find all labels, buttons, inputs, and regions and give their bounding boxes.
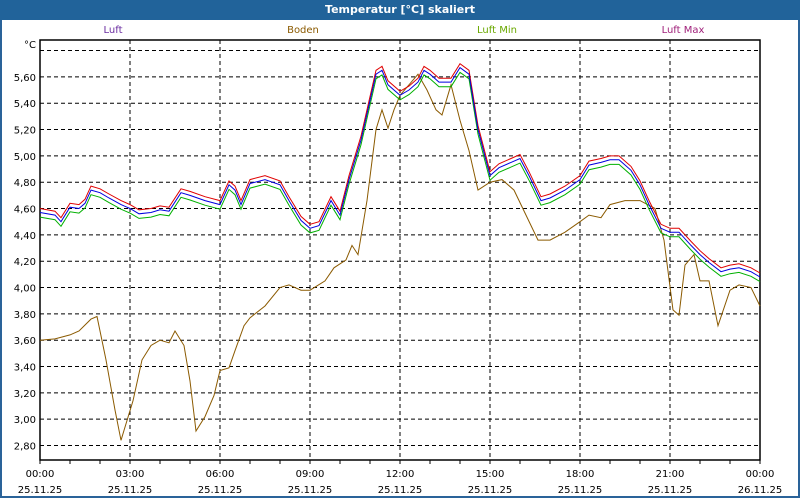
x-tick-date: 25.11.25 (558, 485, 603, 496)
x-tick-date: 26.11.25 (738, 485, 783, 496)
y-tick-label: 5,40 (14, 99, 36, 110)
x-tick-time: 18:00 (566, 469, 595, 480)
y-tick-label: 4,20 (14, 257, 36, 268)
series-line-luft-min (39, 71, 761, 283)
x-tick-time: 00:00 (26, 469, 55, 480)
x-tick-date: 25.11.25 (468, 485, 513, 496)
series-line-boden (39, 73, 761, 441)
x-tick-time: 12:00 (386, 469, 415, 480)
series-line-luft (39, 66, 761, 278)
y-tick-label: 2,80 (14, 442, 36, 453)
x-tick-time: 06:00 (206, 469, 235, 480)
legend-item: Luft Max (662, 25, 705, 36)
y-tick-label: 3,20 (14, 389, 36, 400)
x-tick-date: 25.11.25 (108, 485, 153, 496)
legend-item: Luft (104, 25, 123, 36)
x-tick-time: 03:00 (116, 469, 145, 480)
y-tick-label: 4,60 (14, 205, 36, 216)
series-line-luft-max (39, 62, 761, 274)
y-tick-label: 4,80 (14, 178, 36, 189)
x-tick-date: 25.11.25 (648, 485, 693, 496)
y-axis-unit: °C (24, 40, 36, 51)
y-tick-label: 3,40 (14, 363, 36, 374)
plot-area (39, 39, 761, 461)
x-tick-time: 21:00 (656, 469, 685, 480)
legend-item: Luft Min (477, 25, 517, 36)
y-tick-label: 5,60 (14, 73, 36, 84)
legend-item: Boden (287, 25, 319, 36)
y-tick-label: 3,60 (14, 336, 36, 347)
x-tick-time: 09:00 (296, 469, 325, 480)
x-tick-date: 25.11.25 (18, 485, 63, 496)
y-tick-label: 5,00 (14, 152, 36, 163)
x-tick-date: 25.11.25 (198, 485, 243, 496)
x-tick-time: 15:00 (476, 469, 505, 480)
y-tick-label: 4,00 (14, 284, 36, 295)
y-tick-label: 3,00 (14, 415, 36, 426)
y-tick-label: 3,80 (14, 310, 36, 321)
x-tick-date: 25.11.25 (378, 485, 423, 496)
y-tick-label: 5,20 (14, 126, 36, 137)
y-tick-label: 4,40 (14, 231, 36, 242)
x-tick-time: 00:00 (746, 469, 775, 480)
window-title: Temperatur [°C] skaliert (0, 0, 800, 20)
x-tick-date: 25.11.25 (288, 485, 333, 496)
